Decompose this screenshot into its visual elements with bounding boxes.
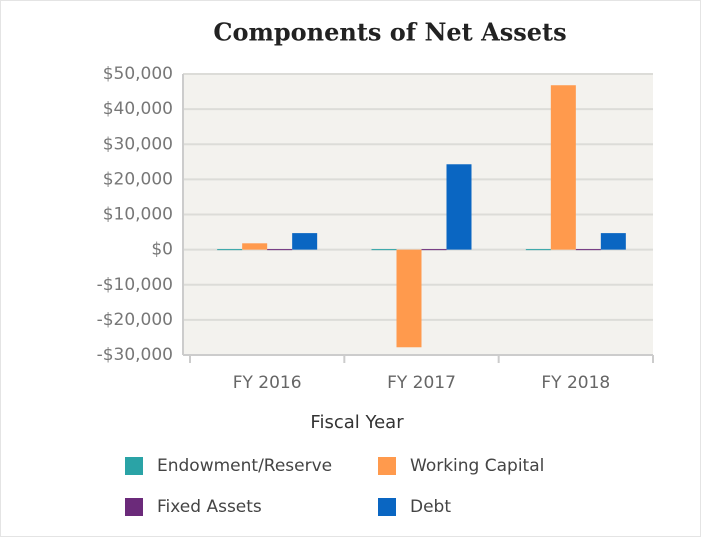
legend-label: Endowment/Reserve	[157, 456, 332, 476]
y-tick-label: $10,000	[103, 205, 173, 225]
y-tick-label: $50,000	[103, 64, 173, 84]
legend-label: Fixed Assets	[157, 497, 262, 517]
legend-swatch	[125, 457, 143, 475]
y-tick-label: $20,000	[103, 169, 173, 189]
bar	[267, 249, 293, 251]
x-axis-title: Fiscal Year	[310, 412, 404, 433]
y-tick-label: $0	[151, 240, 173, 260]
bar	[446, 164, 472, 250]
bar	[396, 249, 422, 348]
legend-swatch	[378, 457, 396, 475]
bar	[600, 233, 626, 250]
bar	[575, 249, 601, 251]
legend-swatch	[378, 498, 396, 516]
y-tick-label: $30,000	[103, 134, 173, 154]
x-tick-label: FY 2017	[387, 373, 456, 393]
y-tick-label: -$30,000	[97, 345, 173, 365]
bar	[421, 249, 447, 251]
chart-title: Components of Net Assets	[213, 18, 566, 47]
bar	[525, 249, 551, 251]
legend-label: Working Capital	[410, 456, 544, 476]
y-tick-label: $40,000	[103, 99, 173, 119]
y-tick-label: -$10,000	[97, 275, 173, 295]
y-tick-label: -$20,000	[97, 310, 173, 330]
bar	[217, 249, 243, 251]
legend-label: Debt	[410, 497, 451, 517]
x-tick-label: FY 2016	[233, 373, 302, 393]
bar	[242, 243, 268, 250]
bar	[550, 85, 576, 250]
legend-swatch	[125, 498, 143, 516]
bar	[371, 249, 397, 251]
bar	[292, 233, 318, 250]
x-tick-label: FY 2018	[541, 373, 610, 393]
